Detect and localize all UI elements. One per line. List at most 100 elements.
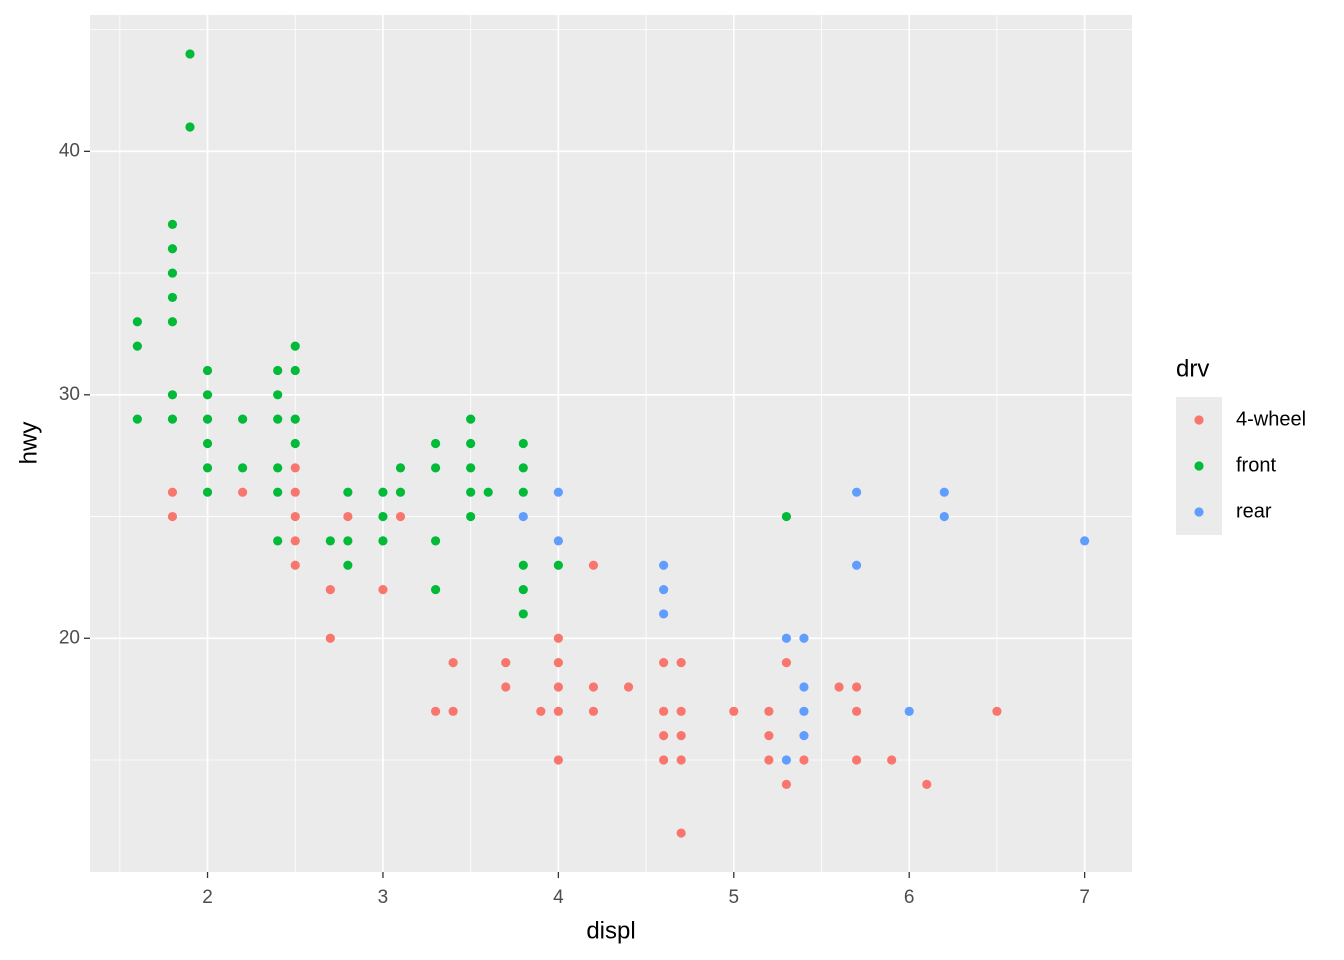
point <box>448 658 458 668</box>
point <box>939 511 949 522</box>
point <box>676 828 686 838</box>
point <box>799 633 809 643</box>
point <box>588 706 599 716</box>
point <box>501 682 511 692</box>
point <box>676 731 686 741</box>
x-tick-label: 7 <box>1079 887 1090 908</box>
point <box>676 755 686 765</box>
point <box>553 755 563 765</box>
point <box>273 536 283 546</box>
point <box>167 317 178 327</box>
point <box>553 682 563 692</box>
point <box>518 584 528 595</box>
point <box>290 438 300 449</box>
legend-label: rear <box>1236 500 1272 522</box>
point <box>395 463 406 473</box>
point <box>132 317 142 327</box>
x-tick-label: 3 <box>378 887 389 908</box>
point <box>167 292 178 303</box>
point <box>378 536 388 546</box>
point <box>325 584 335 595</box>
point <box>904 706 914 716</box>
y-axis-title: hwy <box>15 422 42 465</box>
point <box>588 682 599 692</box>
point <box>1080 536 1090 546</box>
point <box>132 414 142 424</box>
point <box>518 487 528 497</box>
point <box>676 706 686 716</box>
point <box>992 706 1002 716</box>
point <box>659 706 669 716</box>
point <box>851 487 862 497</box>
point <box>553 633 563 643</box>
point <box>518 609 528 619</box>
point <box>659 658 669 668</box>
point <box>553 658 563 668</box>
point <box>729 706 739 716</box>
point <box>167 219 178 229</box>
legend-key <box>1194 415 1204 425</box>
point <box>378 511 388 522</box>
point <box>518 511 528 522</box>
point <box>395 511 406 522</box>
point <box>466 463 476 473</box>
point <box>781 658 792 668</box>
y-tick-label: 20 <box>59 627 80 648</box>
point <box>553 487 563 497</box>
point <box>167 511 178 522</box>
point <box>325 633 335 643</box>
point <box>623 682 634 692</box>
y-tick-label: 40 <box>59 140 80 161</box>
point <box>202 463 213 473</box>
point <box>185 122 195 132</box>
point <box>290 487 300 497</box>
point <box>185 49 195 59</box>
point <box>132 341 142 351</box>
point <box>501 658 511 668</box>
point <box>343 536 353 546</box>
point <box>887 755 897 765</box>
point <box>466 414 476 424</box>
point <box>781 633 792 643</box>
point <box>238 463 248 473</box>
point <box>378 584 388 595</box>
point <box>466 511 476 522</box>
point <box>290 365 300 376</box>
point <box>781 779 792 789</box>
point <box>659 731 669 741</box>
x-axis-title: displ <box>586 917 635 944</box>
point <box>834 682 844 692</box>
point <box>290 536 300 546</box>
point <box>167 487 178 497</box>
point <box>851 755 862 765</box>
point <box>202 487 213 497</box>
point <box>430 438 441 449</box>
point <box>518 560 528 570</box>
point <box>290 511 300 522</box>
point <box>659 560 669 570</box>
point <box>659 584 669 595</box>
point <box>343 511 353 522</box>
point <box>553 706 563 716</box>
point <box>202 438 213 449</box>
point <box>430 706 441 716</box>
point <box>799 755 809 765</box>
point <box>466 438 476 449</box>
point <box>343 487 353 497</box>
x-tick-label: 4 <box>553 887 564 908</box>
point <box>430 463 441 473</box>
point <box>343 560 353 570</box>
point <box>764 706 774 716</box>
y-tick-label: 30 <box>59 384 80 405</box>
point <box>430 584 441 595</box>
point <box>659 755 669 765</box>
legend-key <box>1194 461 1204 471</box>
point <box>202 414 213 424</box>
point <box>851 706 862 716</box>
point <box>851 682 862 692</box>
point <box>273 414 283 424</box>
point <box>518 438 528 449</box>
point <box>659 609 669 619</box>
panel-background <box>90 15 1132 872</box>
